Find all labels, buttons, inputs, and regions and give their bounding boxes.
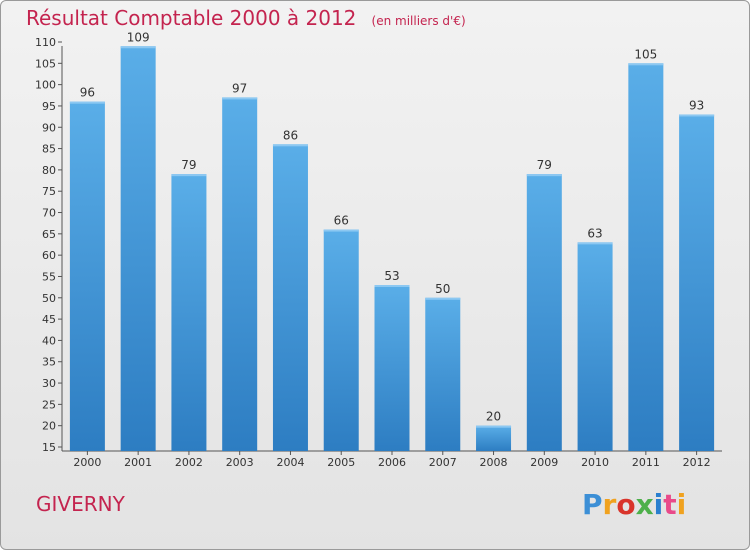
y-tick-label: 100 [35, 79, 56, 92]
y-tick-label: 30 [42, 377, 56, 390]
bar [69, 101, 105, 452]
data-label: 66 [334, 214, 349, 228]
logo-letter: i [676, 488, 687, 521]
y-tick-label: 40 [42, 334, 56, 347]
x-tick-label: 2008 [480, 456, 508, 469]
bar [120, 46, 156, 452]
data-label: 50 [435, 282, 450, 296]
bar-highlight [272, 144, 308, 147]
bar [323, 229, 359, 451]
data-label: 79 [537, 158, 552, 172]
data-label: 96 [80, 86, 95, 100]
x-tick-label: 2001 [124, 456, 152, 469]
y-tick-label: 15 [42, 441, 56, 454]
chart-title: Résultat Comptable 2000 à 2012 [26, 6, 357, 30]
bar-highlight [679, 114, 715, 117]
x-tick-label: 2003 [226, 456, 254, 469]
bar-highlight [628, 63, 664, 66]
logo-letter: t [663, 488, 677, 521]
x-tick-label: 2006 [378, 456, 406, 469]
y-tick-label: 95 [42, 100, 56, 113]
bar-highlight [69, 101, 105, 104]
x-tick-label: 2002 [175, 456, 203, 469]
logo-letter: r [602, 488, 617, 521]
bar [476, 425, 512, 451]
y-tick-label: 65 [42, 228, 56, 241]
y-tick-label: 20 [42, 420, 56, 433]
y-tick-label: 35 [42, 356, 56, 369]
bar-highlight [476, 425, 512, 428]
logo-letter: i [653, 488, 664, 521]
bar [679, 114, 715, 451]
data-label: 93 [689, 98, 704, 112]
x-tick-label: 2012 [683, 456, 711, 469]
bar-highlight [526, 174, 562, 177]
commune-name: GIVERNY [36, 492, 125, 516]
bar [628, 63, 664, 451]
y-tick-label: 60 [42, 249, 56, 262]
data-label: 105 [634, 47, 657, 61]
bar [425, 297, 461, 451]
data-label: 79 [181, 158, 196, 172]
y-tick-label: 85 [42, 143, 56, 156]
x-tick-label: 2004 [276, 456, 304, 469]
y-tick-label: 55 [42, 270, 56, 283]
bar-highlight [577, 242, 613, 245]
bar-highlight [222, 97, 258, 100]
bar-highlight [120, 46, 156, 49]
bar-highlight [374, 285, 410, 287]
y-tick-label: 105 [35, 57, 56, 70]
y-tick-label: 50 [42, 292, 56, 305]
bar [374, 285, 410, 451]
data-label: 86 [283, 128, 298, 142]
y-tick-label: 90 [42, 121, 56, 134]
bar [272, 144, 308, 451]
x-tick-label: 2005 [327, 456, 355, 469]
y-tick-label: 75 [42, 185, 56, 198]
data-label: 63 [587, 226, 602, 240]
data-label: 20 [486, 410, 501, 424]
proxiti-logo: Proxiti [582, 488, 686, 521]
bar-highlight [323, 229, 359, 232]
data-label: 53 [384, 269, 399, 283]
bar-highlight [171, 174, 207, 177]
chart-subtitle: (en milliers d'€) [371, 14, 466, 28]
x-tick-label: 2009 [530, 456, 558, 469]
y-tick-label: 110 [35, 36, 56, 49]
logo-letter: o [616, 488, 636, 521]
y-tick-label: 70 [42, 207, 56, 220]
y-tick-label: 45 [42, 313, 56, 326]
x-tick-label: 2010 [581, 456, 609, 469]
bar [526, 174, 562, 451]
bar-highlight [425, 297, 461, 300]
data-label: 109 [127, 30, 150, 44]
data-label: 97 [232, 81, 247, 95]
logo-letter: x [635, 488, 654, 521]
bar [577, 242, 613, 451]
x-tick-label: 2007 [429, 456, 457, 469]
bar [222, 97, 258, 451]
y-tick-label: 80 [42, 164, 56, 177]
title-row: Résultat Comptable 2000 à 2012 (en milli… [26, 6, 466, 30]
x-tick-label: 2011 [632, 456, 660, 469]
logo-letter: P [582, 488, 603, 521]
x-tick-label: 2000 [73, 456, 101, 469]
y-tick-label: 25 [42, 398, 56, 411]
bar [171, 174, 207, 451]
